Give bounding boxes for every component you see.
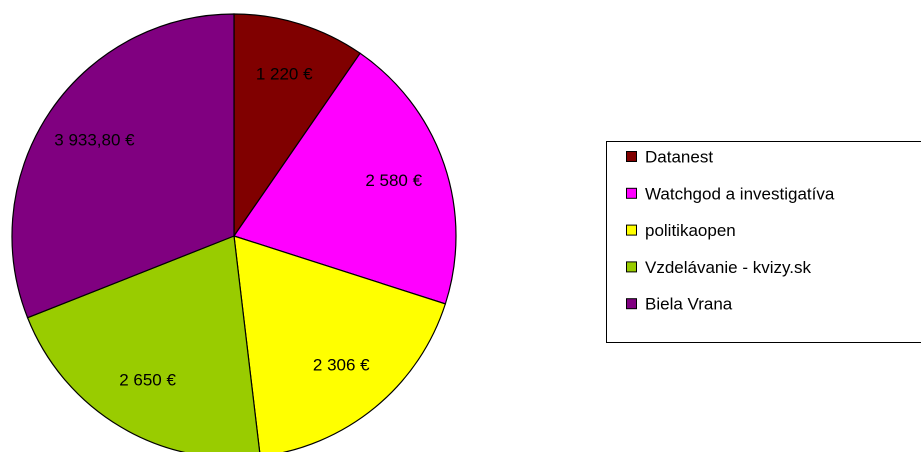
data-label: 2 580 € [365, 171, 422, 190]
legend-label: Datanest [645, 147, 713, 166]
legend-label: Vzdelávanie - kvizy.sk [645, 258, 811, 277]
data-label: 2 650 € [119, 370, 176, 389]
data-label: 2 306 € [313, 356, 370, 375]
pie-slice [233, 52, 457, 305]
legend-label: politikaopen [645, 221, 736, 240]
data-label: 1 220 € [256, 64, 313, 83]
legend-label: Biela Vrana [645, 295, 733, 314]
legend-label: Watchgod a investigatíva [645, 184, 835, 203]
pie-slice [26, 235, 261, 452]
legend-swatch [626, 187, 637, 199]
legend-swatch [626, 261, 637, 273]
pie-slice [233, 13, 361, 238]
pie-slice [11, 13, 235, 319]
data-label: 3 933,80 € [54, 131, 135, 150]
legend-box [606, 141, 921, 343]
legend-swatch [626, 298, 637, 310]
legend-swatch [626, 224, 637, 236]
legend-swatch [626, 151, 637, 162]
